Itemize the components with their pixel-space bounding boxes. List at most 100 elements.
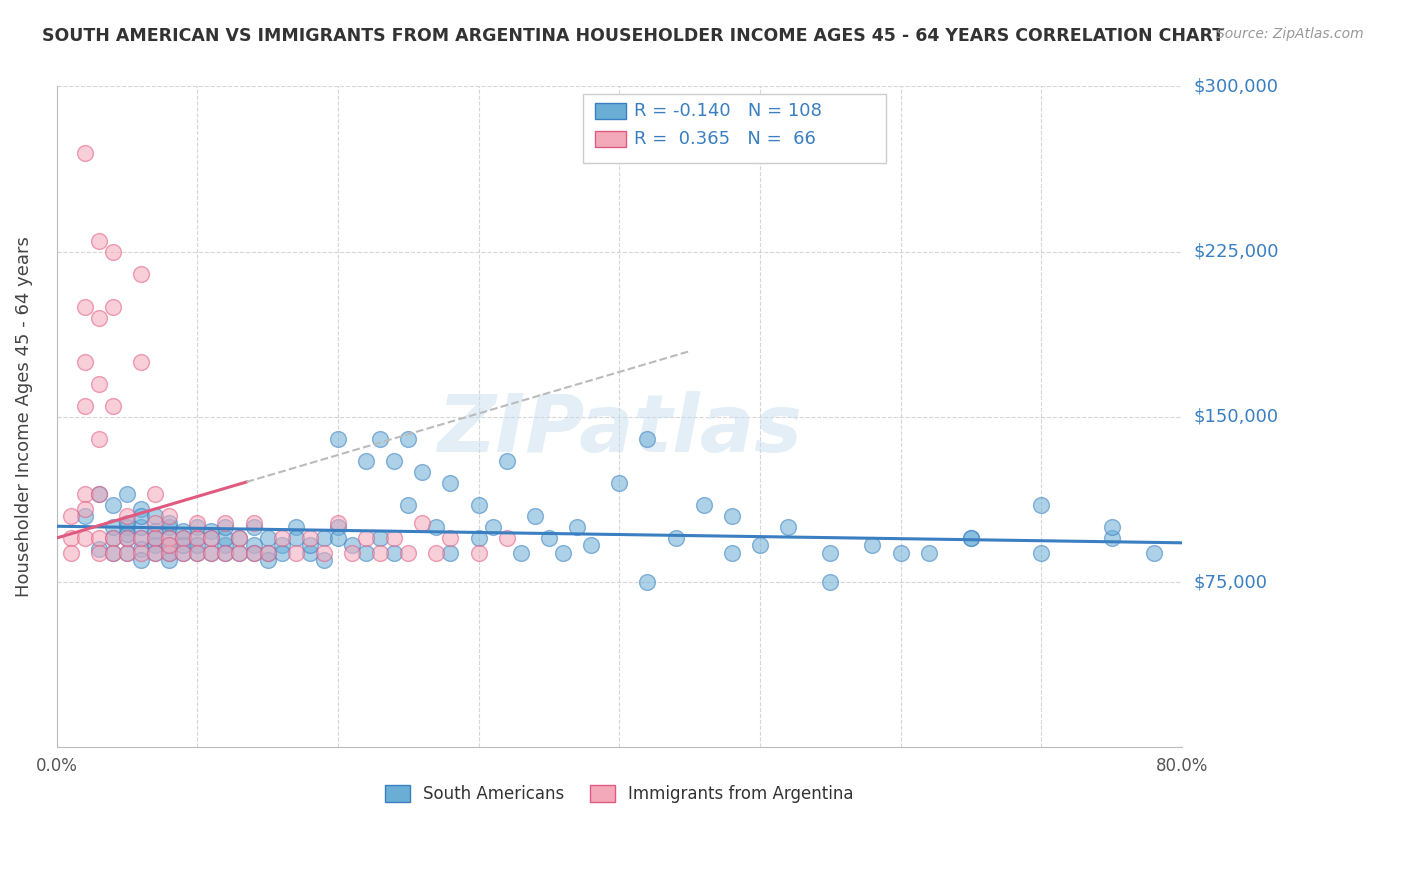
Point [214,516,236,530]
Point [1031,498,1053,512]
Point [382,531,405,545]
Point [467,498,489,512]
Point [101,399,124,413]
Text: R = -0.140   N = 108: R = -0.140 N = 108 [634,102,823,120]
Point [115,516,138,530]
Point [129,531,152,545]
Point [298,538,321,552]
Point [256,553,278,567]
Point [862,538,884,552]
Point [298,546,321,560]
Point [157,520,180,534]
Point [1143,546,1166,560]
Point [115,546,138,560]
Point [256,546,278,560]
Point [143,531,166,545]
Point [776,520,799,534]
Point [172,531,194,545]
Point [73,509,96,524]
Point [87,376,110,391]
Point [396,432,419,446]
Point [115,531,138,545]
Point [157,546,180,560]
Point [467,546,489,560]
Point [368,546,391,560]
Point [354,546,377,560]
Point [129,267,152,281]
Point [200,546,222,560]
Point [1031,546,1053,560]
Point [425,546,447,560]
Point [87,487,110,501]
Point [298,531,321,545]
Point [918,546,941,560]
Text: $225,000: $225,000 [1194,243,1278,260]
Point [439,475,461,490]
Point [326,516,349,530]
Point [143,516,166,530]
Point [129,553,152,567]
Point [692,498,714,512]
Point [509,546,531,560]
Point [157,509,180,524]
Point [101,546,124,560]
Point [115,487,138,501]
Point [537,531,560,545]
Point [143,487,166,501]
Point [340,546,363,560]
Point [172,546,194,560]
Point [636,432,658,446]
Point [157,553,180,567]
Point [664,531,686,545]
Point [59,509,82,524]
Point [820,546,842,560]
Point [214,531,236,545]
Point [439,546,461,560]
Point [87,542,110,557]
Point [115,509,138,524]
Point [256,531,278,545]
Point [960,531,983,545]
Point [129,355,152,369]
Point [157,538,180,552]
Point [73,531,96,545]
Point [101,300,124,314]
Point [87,432,110,446]
Point [368,531,391,545]
Point [228,531,250,545]
Point [143,546,166,560]
Point [326,520,349,534]
Point [326,432,349,446]
Point [382,546,405,560]
Point [256,546,278,560]
Point [101,244,124,259]
Point [396,498,419,512]
Point [411,465,433,479]
Point [242,546,264,560]
Point [73,502,96,516]
Point [396,546,419,560]
Point [129,542,152,557]
Point [73,355,96,369]
Point [101,546,124,560]
Point [214,546,236,560]
Point [425,520,447,534]
Point [312,531,335,545]
Point [354,531,377,545]
Point [172,531,194,545]
Point [228,546,250,560]
Point [101,520,124,534]
Point [87,531,110,545]
Point [411,516,433,530]
Point [720,509,742,524]
Point [495,454,517,468]
Point [143,546,166,560]
Text: SOUTH AMERICAN VS IMMIGRANTS FROM ARGENTINA HOUSEHOLDER INCOME AGES 45 - 64 YEAR: SOUTH AMERICAN VS IMMIGRANTS FROM ARGENT… [42,27,1225,45]
Point [284,520,307,534]
Point [87,310,110,325]
Point [242,546,264,560]
Point [242,538,264,552]
Point [186,546,208,560]
Point [101,498,124,512]
Point [143,538,166,552]
